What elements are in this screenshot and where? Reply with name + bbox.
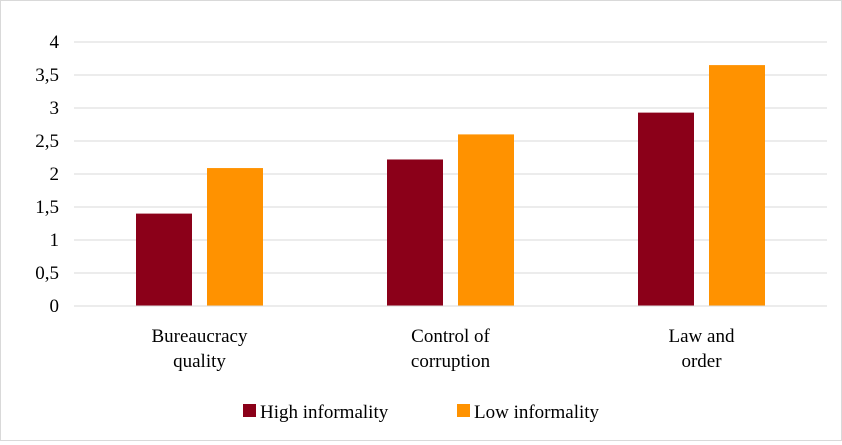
- y-tick-label: 4: [50, 32, 60, 53]
- y-tick-label: 2,5: [35, 131, 59, 152]
- y-tick-label: 0: [50, 296, 60, 317]
- y-tick-label: 0,5: [35, 263, 59, 284]
- legend-swatch: [243, 404, 256, 417]
- bar-high-informality: [387, 159, 443, 306]
- x-axis-categories: Bureaucracy quality Control of corruption La…: [152, 326, 735, 372]
- x-category-label: order: [681, 351, 722, 372]
- legend: High informality Low informality: [243, 402, 600, 423]
- y-tick-label: 1,5: [35, 197, 59, 218]
- gridlines: [74, 41, 827, 274]
- bar-high-informality: [136, 213, 192, 306]
- x-category-label: Bureaucracy: [152, 326, 248, 347]
- bar-low-informality: [207, 168, 263, 306]
- x-category-label: Control of: [411, 326, 490, 347]
- x-category-label: quality: [173, 351, 226, 372]
- y-tick-label: 1: [50, 230, 60, 251]
- legend-label: High informality: [260, 402, 389, 423]
- bar-low-informality: [458, 134, 514, 306]
- bars: [136, 65, 765, 307]
- y-tick-label: 2: [50, 164, 60, 185]
- y-axis-ticks: 0 0,5 1 1,5 2 2,5 3 3,5 4: [35, 32, 59, 317]
- x-category-label: corruption: [411, 351, 491, 372]
- y-tick-label: 3,5: [35, 65, 59, 86]
- bar-low-informality: [709, 65, 765, 306]
- y-tick-label: 3: [50, 98, 60, 119]
- x-category-label: Law and: [669, 326, 735, 347]
- legend-swatch: [457, 404, 470, 417]
- legend-label: Low informality: [474, 402, 600, 423]
- bar-high-informality: [638, 112, 694, 307]
